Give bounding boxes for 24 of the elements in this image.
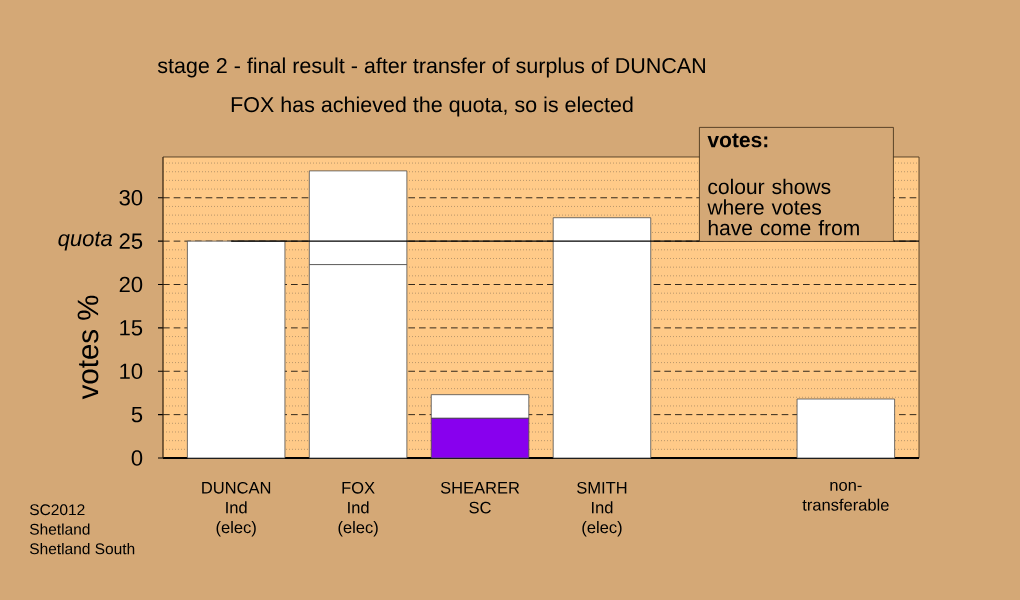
y-tick-label: 10 bbox=[120, 363, 143, 380]
y-tick-label: 25 bbox=[119, 233, 143, 249]
y-tick-label: 15 bbox=[120, 320, 143, 336]
y-tick-label: 0 bbox=[131, 450, 143, 466]
x-tick-label: non-transferable bbox=[802, 481, 889, 511]
text: Shetland South bbox=[29, 542, 135, 555]
y-axis-title: votes % bbox=[77, 295, 99, 400]
chart-subtitle: FOX has achieved the quota, so is elected bbox=[231, 96, 633, 117]
ref-line-label: quota bbox=[58, 231, 112, 251]
y-tick-label: 5 bbox=[131, 406, 143, 423]
text: SC2012 bbox=[29, 504, 85, 516]
annotation: colour shows where votes have come from bbox=[707, 178, 859, 236]
x-tick-label: SMITH Ind (elec) bbox=[577, 481, 627, 537]
y-tick-label: 20 bbox=[119, 276, 143, 293]
x-tick-label: FOX Ind (elec) bbox=[338, 481, 378, 537]
bar bbox=[552, 217, 652, 459]
x-tick-label: SHEARER SC bbox=[440, 481, 520, 514]
chart-title: stage 2 - final result - after transfer of surplus of DUNCAN bbox=[157, 57, 705, 78]
text: votes: bbox=[707, 133, 768, 148]
bar bbox=[186, 240, 286, 459]
x-tick-label: DUNCAN Ind (elec) bbox=[202, 481, 271, 537]
bar bbox=[796, 398, 896, 459]
text: Shetland bbox=[29, 523, 90, 535]
y-tick-label: 30 bbox=[119, 189, 143, 206]
